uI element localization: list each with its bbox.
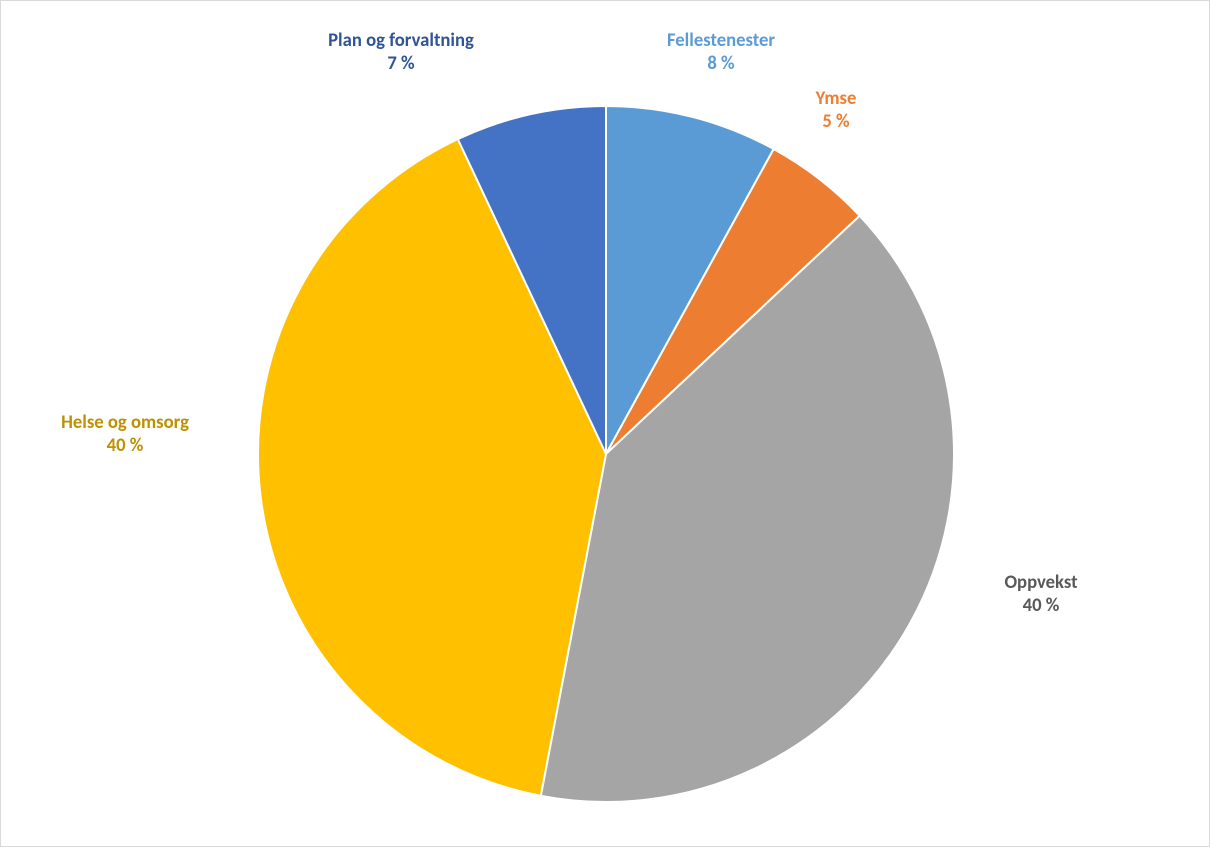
label-fellestenester: Fellestenester 8 %: [667, 29, 775, 76]
label-oppvekst-pct: 40 %: [1004, 594, 1077, 617]
label-oppvekst-name: Oppvekst: [1004, 571, 1077, 594]
label-helse-og-omsorg: Helse og omsorg 40 %: [61, 411, 189, 458]
label-helse-og-omsorg-pct: 40 %: [61, 434, 189, 457]
label-fellestenester-name: Fellestenester: [667, 29, 775, 52]
label-ymse: Ymse 5 %: [816, 87, 857, 134]
label-fellestenester-pct: 8 %: [667, 52, 775, 75]
label-oppvekst: Oppvekst 40 %: [1004, 571, 1077, 618]
pie-chart: Fellestenester 8 % Ymse 5 % Oppvekst 40 …: [0, 0, 1210, 847]
label-ymse-name: Ymse: [816, 87, 857, 110]
label-ymse-pct: 5 %: [816, 110, 857, 133]
label-plan-og-forvaltning-pct: 7 %: [328, 52, 474, 75]
label-helse-og-omsorg-name: Helse og omsorg: [61, 411, 189, 434]
label-plan-og-forvaltning-name: Plan og forvaltning: [328, 29, 474, 52]
label-plan-og-forvaltning: Plan og forvaltning 7 %: [328, 29, 474, 76]
